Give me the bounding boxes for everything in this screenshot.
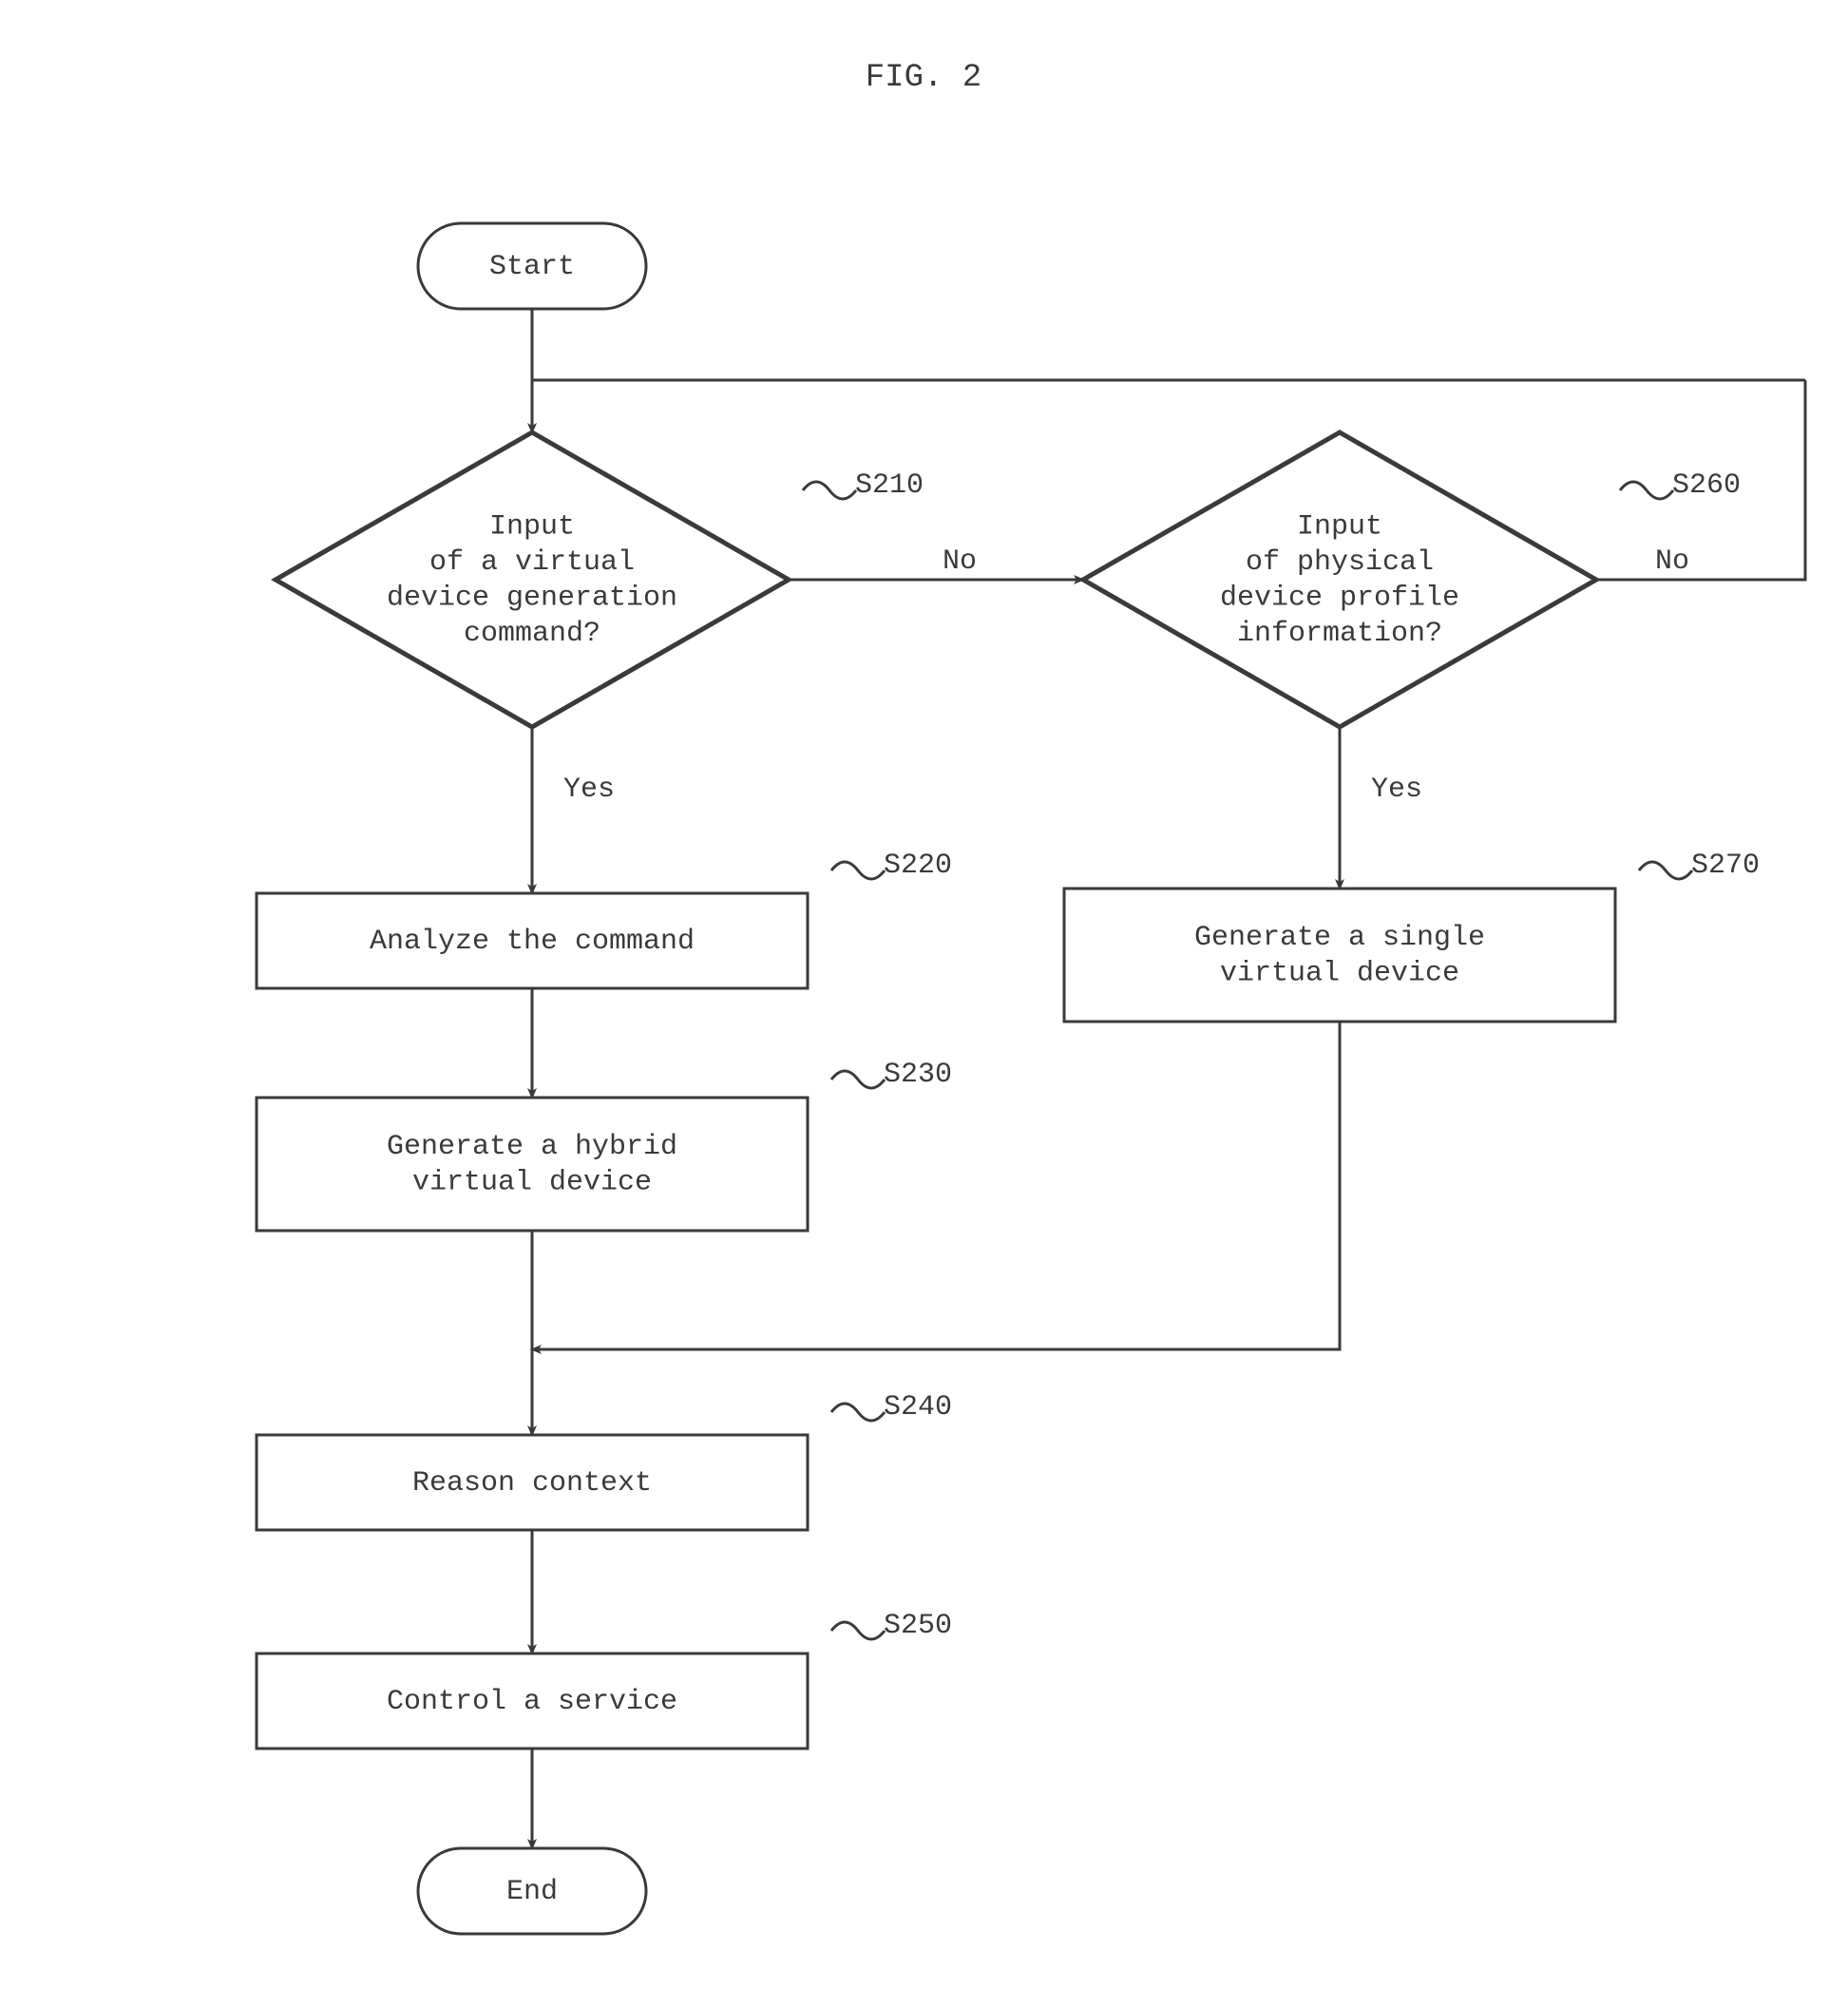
node-end-text: End (506, 1876, 558, 1908)
label-leader (831, 1622, 885, 1639)
node-d_s260-text: device profile (1220, 583, 1459, 615)
node-b_s220-text: Analyze the command (370, 926, 695, 958)
label-s230: S230 (884, 1059, 952, 1091)
label-leader (1620, 482, 1673, 499)
label-s240: S240 (884, 1391, 952, 1424)
label-leader (831, 862, 885, 879)
node-start: Start (418, 223, 646, 309)
label-leader (831, 1071, 885, 1088)
node-b_s230-text: virtual device (412, 1167, 652, 1199)
flowchart: FIG. 2 YesNoYesNo StartInputof a virtual… (0, 0, 1848, 2007)
edge-d260_yes-text: Yes (1371, 774, 1422, 806)
node-b_s270: Generate a single virtual device S270 (1064, 850, 1760, 1022)
node-end: End (418, 1848, 646, 1934)
node-d_s260-text: of physical (1246, 546, 1434, 579)
node-d_s210-text: device generation (387, 583, 677, 615)
node-b_s270-text: virtual device (1220, 958, 1459, 990)
node-start-text: Start (489, 251, 575, 283)
nodes-layer: StartInputof a virtualdevice generationc… (257, 223, 1760, 1934)
node-d_s210-text: command? (464, 618, 600, 650)
label-s220: S220 (884, 850, 952, 882)
edge-d210_no-text: No (943, 545, 977, 578)
label-leader (803, 482, 856, 499)
node-d_s210-text: of a virtual (429, 546, 635, 579)
label-s260: S260 (1672, 469, 1741, 502)
node-b_s270-text: Generate a single (1194, 922, 1485, 954)
node-b_s220: Analyze the command S220 (257, 850, 952, 988)
label-s270: S270 (1691, 850, 1760, 882)
node-d_s260-text: information? (1237, 618, 1442, 650)
figure-title: FIG. 2 (866, 60, 981, 96)
node-b_s230-text: Generate a hybrid (387, 1131, 677, 1163)
node-b_s250-text: Control a service (387, 1686, 677, 1718)
node-b_s230: Generate a hybrid virtual device S230 (257, 1059, 952, 1231)
edge-d260_no-text: No (1655, 545, 1689, 578)
node-d_s260-text: Input (1297, 511, 1382, 544)
label-s250: S250 (884, 1610, 952, 1642)
node-b_s250: Control a service S250 (257, 1610, 952, 1749)
node-d_s210-text: Input (489, 511, 575, 544)
edge-d210_yes-text: Yes (563, 774, 615, 806)
node-b_s240: Reason context S240 (257, 1391, 952, 1530)
label-leader (831, 1404, 885, 1421)
label-s210: S210 (855, 469, 924, 502)
node-b_s240-text: Reason context (412, 1467, 652, 1500)
label-leader (1639, 862, 1692, 879)
